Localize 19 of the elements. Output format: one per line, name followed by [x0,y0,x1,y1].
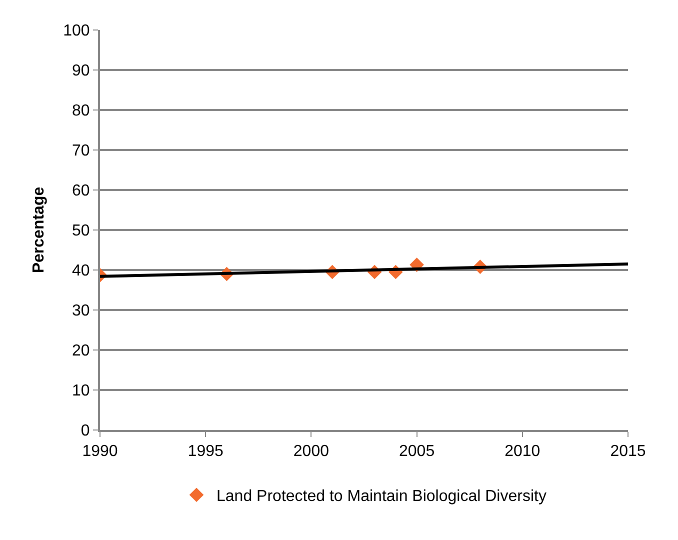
x-tick-label: 2000 [293,443,330,460]
legend-label: Land Protected to Maintain Biological Diversity [216,488,546,506]
y-tick-label: 20 [72,342,90,360]
y-tick-label: 30 [72,302,90,320]
y-tick-label: 70 [72,142,90,160]
y-tick-label: 50 [72,222,90,240]
y-tick-label: 100 [63,22,90,40]
y-tick-label: 60 [72,182,90,200]
y-tick-label: 80 [72,102,90,120]
x-tick-label: 2015 [610,443,646,460]
y-tick-label: 90 [72,62,90,80]
x-tick-label: 1995 [188,443,224,460]
y-axis-title: Percentage [30,186,48,274]
y-tick-label: 40 [72,262,90,280]
y-tick-label: 10 [72,382,90,400]
x-tick-label: 1990 [82,443,118,460]
y-tick-label: 0 [80,422,90,440]
x-tick-label: 2010 [504,443,540,460]
x-tick-label: 2005 [399,443,435,460]
